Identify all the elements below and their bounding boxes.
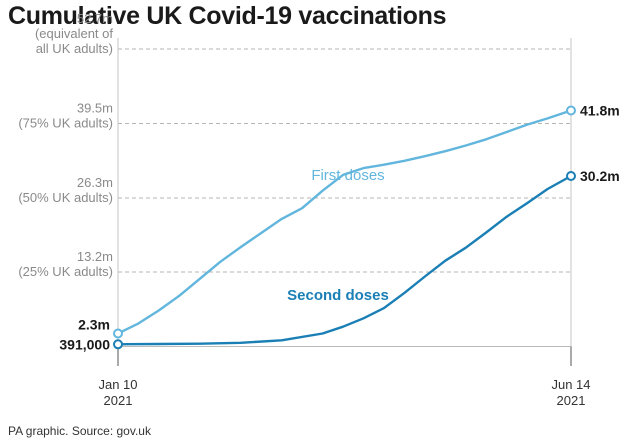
y-tick-label: (50% UK adults) (18, 190, 113, 205)
start-point-marker (113, 339, 123, 350)
end-value-label: 41.8m (580, 103, 620, 119)
data-labels: 2.3m 41.8m First doses 391,000 30.2m Second d… (59, 103, 619, 353)
end-point-marker (566, 105, 576, 116)
source-note: PA graphic. Source: gov.uk (8, 424, 151, 438)
grid-lines (118, 48, 571, 273)
y-tick-label: 26.3m (77, 175, 113, 190)
end-point-marker (566, 171, 576, 182)
series-name-label: Second doses (287, 287, 389, 304)
series-line-second-doses (116, 174, 573, 346)
y-tick-label: 39.5m (77, 101, 113, 116)
start-value-label: 391,000 (59, 336, 110, 352)
x-tick-label: 2021 (557, 393, 586, 408)
y-tick-label: 13.2m (77, 249, 113, 264)
y-tick-label: all UK adults) (36, 41, 113, 56)
x-tick-label: 2021 (104, 393, 133, 408)
series-name-label: First doses (311, 167, 384, 184)
y-tick-label: 52.7m (77, 11, 113, 26)
axes (117, 38, 572, 352)
x-tick-label: Jun 14 (551, 377, 590, 392)
x-tick-label: Jan 10 (98, 377, 137, 392)
start-point-marker (113, 328, 123, 339)
y-tick-label: (75% UK adults) (18, 116, 113, 131)
end-value-label: 30.2m (580, 168, 620, 184)
series-lines (113, 105, 576, 350)
start-value-label: 2.3m (78, 317, 110, 333)
chart-title: Cumulative UK Covid-19 vaccinations (8, 2, 447, 30)
y-tick-label: (25% UK adults) (18, 264, 113, 279)
series-line-first-doses (116, 109, 573, 335)
y-tick-label: (equivalent of (35, 26, 113, 41)
